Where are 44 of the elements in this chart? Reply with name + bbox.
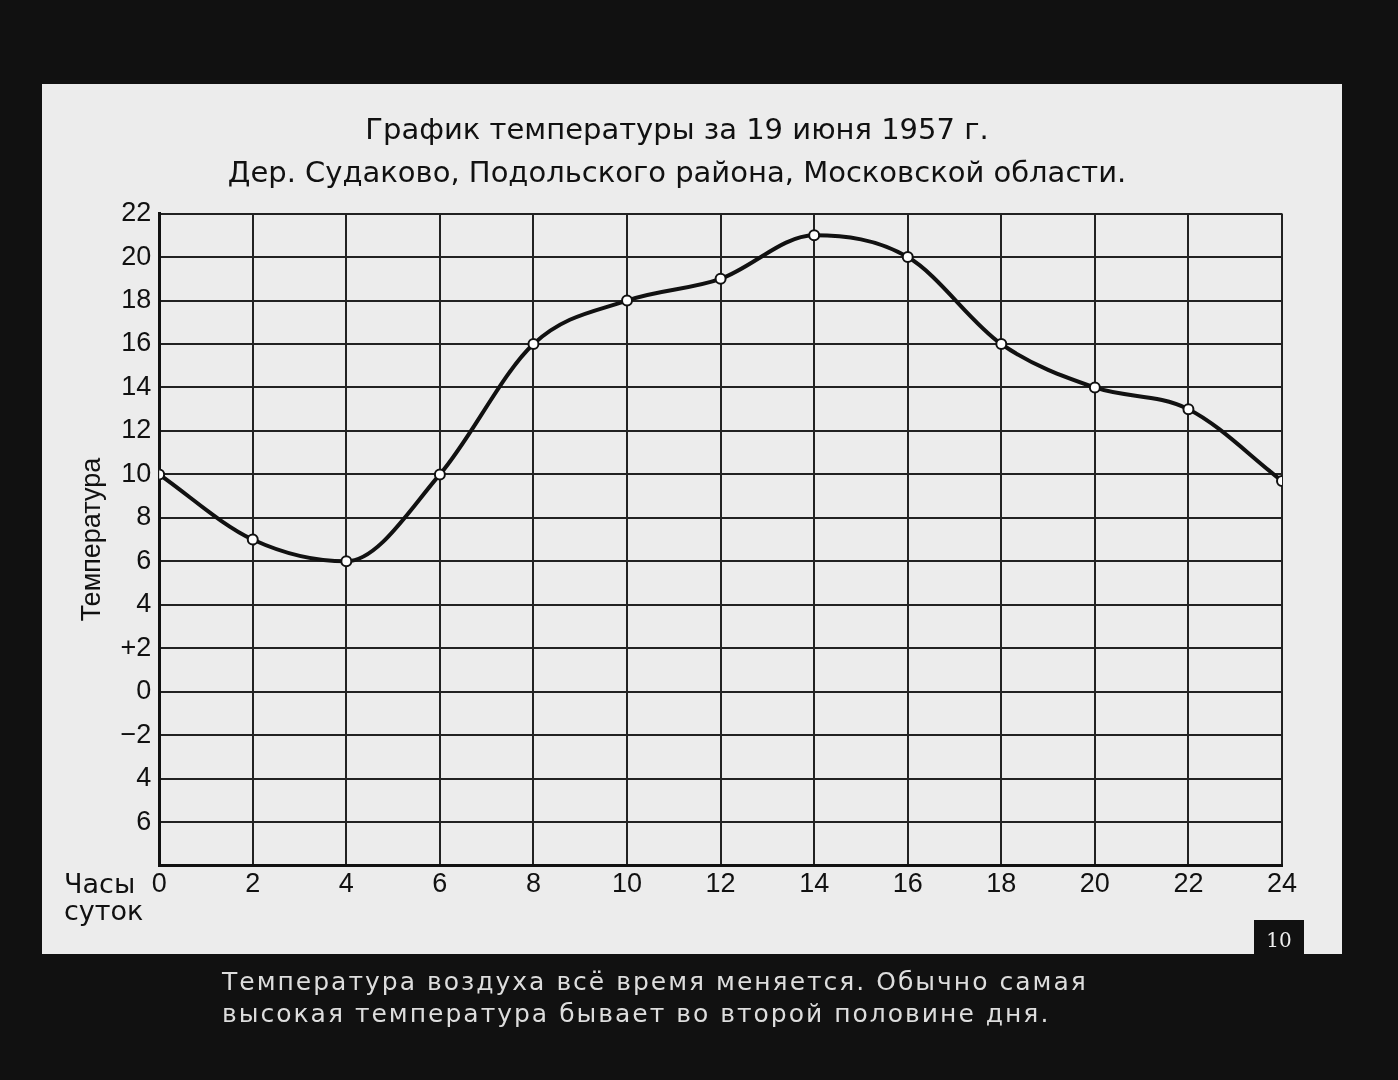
chart-title: График температуры за 19 июня 1957 г. xyxy=(365,111,989,146)
y-tick-label: 18 xyxy=(121,283,152,314)
point xyxy=(995,338,1008,350)
point xyxy=(340,555,353,568)
y-tick-label: 0 xyxy=(136,675,152,706)
y-tick-label: 8 xyxy=(136,501,152,532)
x-tick-label: 18 xyxy=(986,868,1017,899)
y-tick-label: 14 xyxy=(121,370,152,401)
point xyxy=(1088,381,1101,394)
y-axis-title: Температура xyxy=(75,456,106,622)
x-tick-label: 16 xyxy=(892,868,923,899)
y-tick-label: 4 xyxy=(136,588,152,619)
y-tick-label: 4 xyxy=(136,762,152,793)
y-tick-label: +2 xyxy=(120,631,152,662)
y-tick-label: 6 xyxy=(136,544,152,575)
y-tick-label: 16 xyxy=(121,327,152,358)
point xyxy=(901,251,914,264)
x-axis-title: Часы суток xyxy=(64,868,144,926)
point xyxy=(433,468,446,481)
y-tick-label: 12 xyxy=(121,414,152,445)
y-tick-label: 6 xyxy=(136,805,152,836)
x-tick-label: 12 xyxy=(705,868,736,899)
point xyxy=(1182,403,1195,416)
x-tick-label: 6 xyxy=(432,868,448,899)
point xyxy=(246,533,259,546)
x-tick-label: 14 xyxy=(799,868,830,899)
point xyxy=(527,338,540,350)
y-tick-label: −2 xyxy=(120,718,152,749)
text: 10 xyxy=(1254,920,1304,960)
x-tick-label: 2 xyxy=(245,868,261,899)
x-tick-label: 22 xyxy=(1173,868,1204,899)
x-tick-label: 10 xyxy=(612,868,643,899)
chart-subtitle: Дер. Судаково, Подольского района, Московской области. xyxy=(227,154,1127,189)
x-tick-label: 8 xyxy=(525,868,541,899)
point xyxy=(714,272,727,285)
text: Температура воздуха всё время меняется. Обычно самая высокая температура бывает во второй половине дня. xyxy=(222,966,1089,1030)
y-tick-label: 22 xyxy=(121,197,152,228)
x-tick-label: 4 xyxy=(338,868,354,899)
y-tick-label: 20 xyxy=(121,240,152,271)
x-tick-label: 24 xyxy=(1266,868,1298,899)
point xyxy=(808,229,821,242)
point xyxy=(621,294,634,307)
x-tick-label: 20 xyxy=(1079,868,1110,899)
y-tick-label: 10 xyxy=(121,457,152,488)
